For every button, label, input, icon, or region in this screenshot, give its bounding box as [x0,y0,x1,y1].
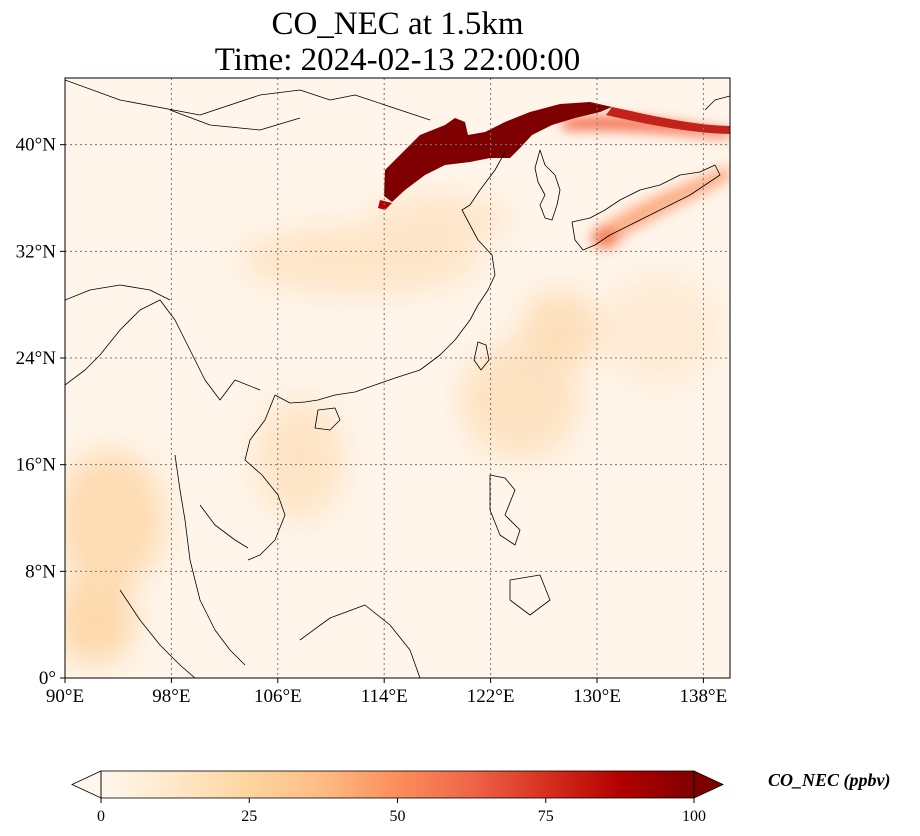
concentration-field [65,78,730,678]
lon-tick-label: 106°E [254,686,302,707]
lon-tick-label: 130°E [573,686,621,707]
lat-tick-label: 40°N [16,135,57,156]
lon-tick-label: 114°E [361,686,408,707]
korea-coastline [534,149,561,221]
lat-tick-label: 0° [39,668,56,689]
china-coastline [274,151,506,404]
malay-peninsula [174,454,246,666]
lon-tick-label: 90°E [46,686,84,707]
colorbar-tick-label: 100 [682,808,706,825]
taiwan [473,341,490,371]
colorbar-gradient [101,771,694,798]
lat-tick-label: 24°N [16,348,57,369]
luzon [489,474,521,546]
lat-tick-label: 32°N [16,241,57,262]
map-title: CO_NEC at 1.5km [271,6,524,42]
colorbar-tick-label: 50 [390,808,406,825]
lat-tick-label: 8°N [25,561,56,582]
colorbar: 0 25 50 75 100 [71,770,724,825]
lon-tick-label: 122°E [467,686,515,707]
colorbar-tick-label: 75 [538,808,554,825]
hainan [314,407,341,431]
china-north-border [65,79,431,121]
colorbar-min-extend [71,770,102,799]
colorbar-tick-label: 25 [241,808,257,825]
map-time: Time: 2024-02-13 22:00:00 [214,42,581,78]
sumatra [119,589,196,678]
lat-tick-label: 16°N [16,455,57,476]
lon-tick-label: 98°E [152,686,190,707]
mongolia-border [169,109,301,131]
high-concentration-plume [384,102,612,202]
colorbar-tick-label: 0 [97,808,105,825]
borneo [299,604,421,678]
mindanao [509,574,551,616]
lon-tick-label: 138°E [680,686,728,707]
indochina-west [65,299,261,401]
map-frame [64,77,731,679]
colorbar-label: CO_NEC (ppbv) [768,770,891,790]
hokkaido [704,95,730,111]
japan-coastline [571,164,721,251]
myanmar-border [65,284,171,301]
thailand-gulf [199,504,249,549]
colorbar-max-extend [693,770,724,799]
vietnam-coast [244,394,286,561]
